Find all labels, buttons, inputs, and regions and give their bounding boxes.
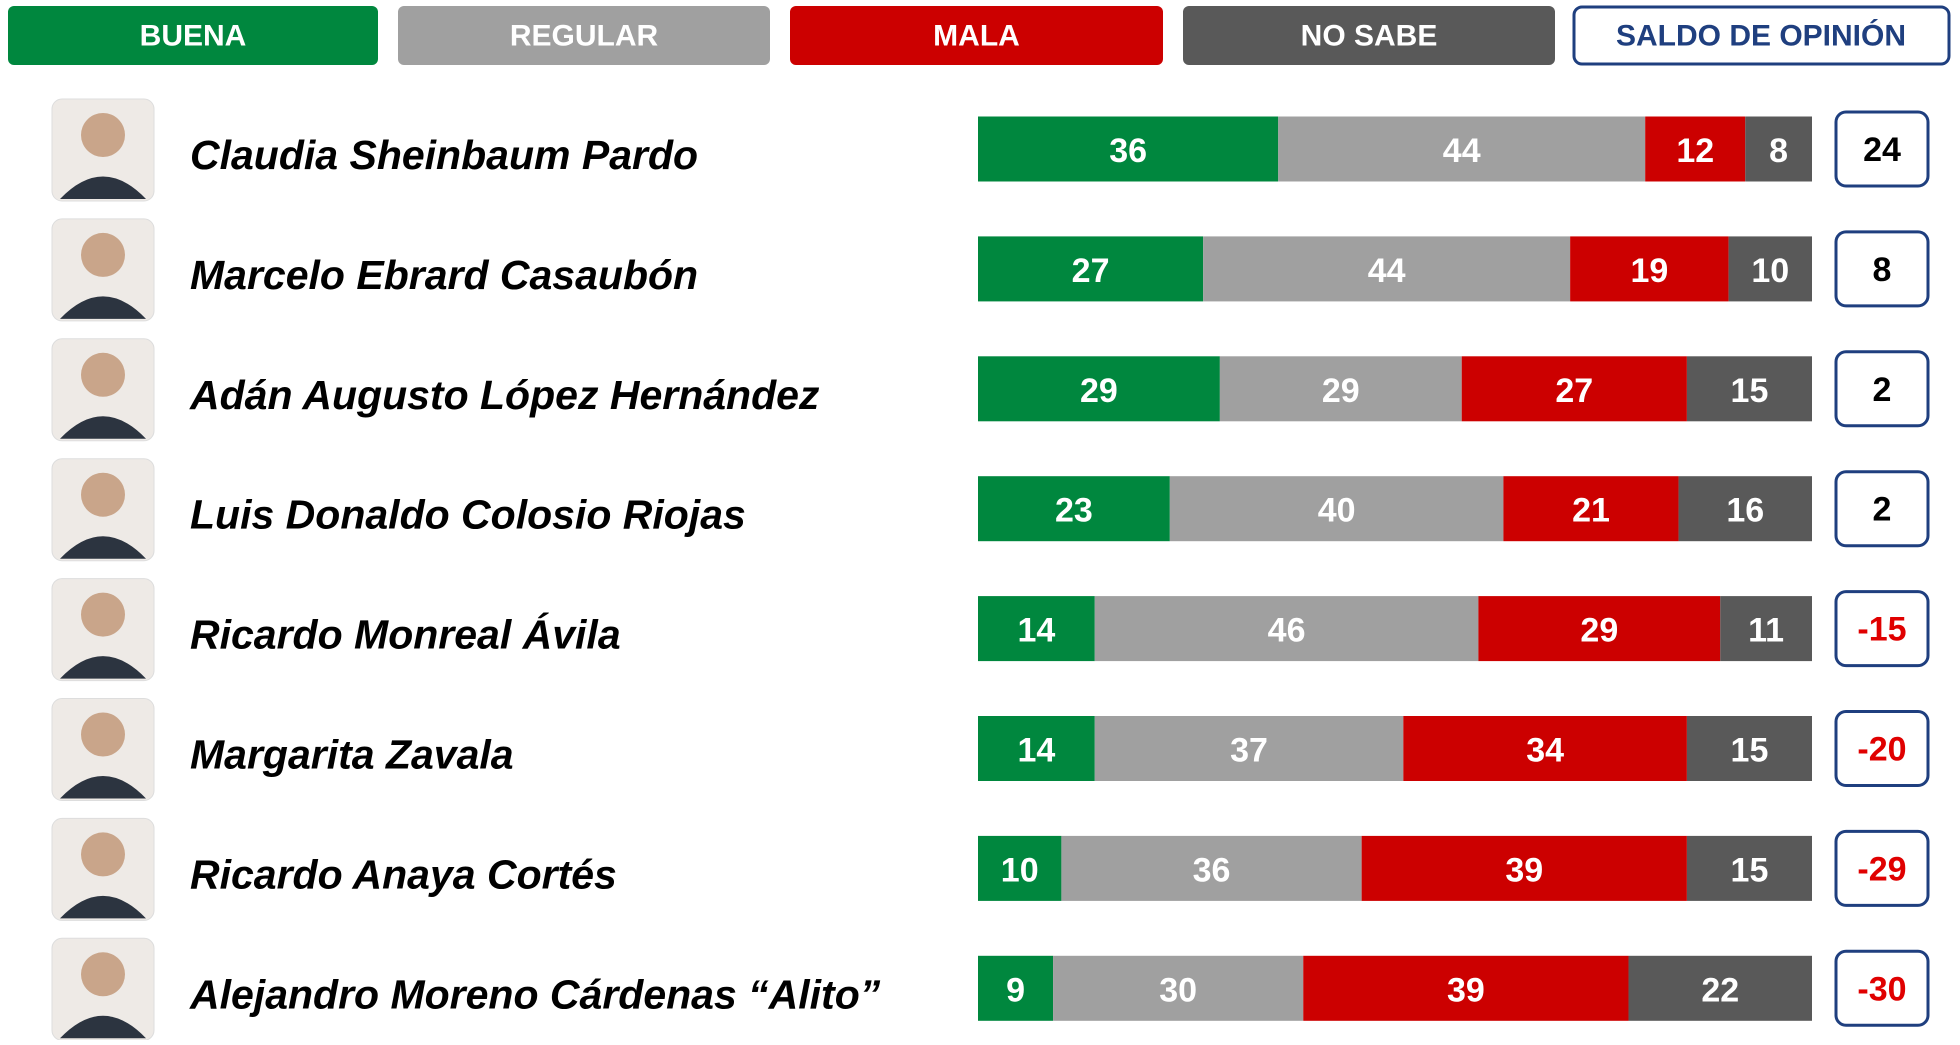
legend-label: MALA [933,20,1020,53]
value-label: 22 [1701,971,1739,1009]
value-label: 27 [1555,372,1593,410]
value-label: 46 [1268,612,1306,650]
value-label: 10 [1001,851,1039,889]
legend-label: REGULAR [510,20,659,53]
category-label: Ricardo Monreal Ávila [190,612,621,658]
balance-value: 24 [1863,131,1901,169]
value-label: 12 [1676,132,1714,170]
balance-value: -15 [1857,611,1906,649]
category-label: Claudia Sheinbaum Pardo [190,132,698,178]
balance-value: -20 [1857,731,1906,769]
photo-head [81,832,125,876]
value-label: 34 [1526,732,1564,770]
value-label: 11 [1748,612,1784,650]
value-label: 39 [1505,851,1543,889]
chart: BUENA REGULAR MALA NO SABE SALDO DE OPINIÓN C… [0,0,1960,1040]
value-label: 19 [1630,252,1668,290]
photo-head [81,473,125,517]
value-label: 29 [1322,372,1360,410]
photo-head [81,952,125,996]
value-label: 10 [1751,252,1789,290]
value-label: 21 [1572,492,1610,530]
balance-value: -30 [1857,970,1906,1008]
photo-head [81,353,125,397]
legend-label: BUENA [140,20,247,53]
value-label: 9 [1006,971,1025,1009]
value-label: 14 [1017,612,1055,650]
balance-value: 2 [1873,491,1892,529]
legend-label: NO SABE [1301,20,1438,53]
category-label: Adán Augusto López Hernández [189,372,820,418]
value-label: 27 [1072,252,1110,290]
value-label: 16 [1726,492,1764,530]
value-label: 8 [1769,132,1788,170]
photo-head [81,113,125,157]
value-label: 29 [1580,612,1618,650]
value-label: 37 [1230,732,1268,770]
category-label: Margarita Zavala [190,732,514,778]
balance-value: 2 [1873,371,1892,409]
photo-head [81,593,125,637]
value-label: 36 [1193,851,1231,889]
value-label: 15 [1731,732,1769,770]
value-label: 15 [1731,372,1769,410]
category-label: Luis Donaldo Colosio Riojas [190,492,746,538]
photo-head [81,233,125,277]
value-label: 29 [1080,372,1118,410]
category-label: Alejandro Moreno Cárdenas “Alito” [189,971,881,1017]
value-label: 44 [1443,132,1481,170]
value-label: 44 [1368,252,1406,290]
value-label: 14 [1017,732,1055,770]
value-label: 23 [1055,492,1093,530]
value-label: 15 [1731,851,1769,889]
photo-head [81,713,125,757]
value-label: 39 [1447,971,1485,1009]
category-label: Ricardo Anaya Cortés [190,851,617,897]
balance-value: 8 [1873,251,1892,289]
value-label: 36 [1109,132,1147,170]
legend-label: SALDO DE OPINIÓN [1616,19,1906,53]
category-label: Marcelo Ebrard Casaubón [190,252,698,298]
value-label: 30 [1159,971,1197,1009]
balance-value: -29 [1857,850,1906,888]
value-label: 40 [1318,492,1356,530]
